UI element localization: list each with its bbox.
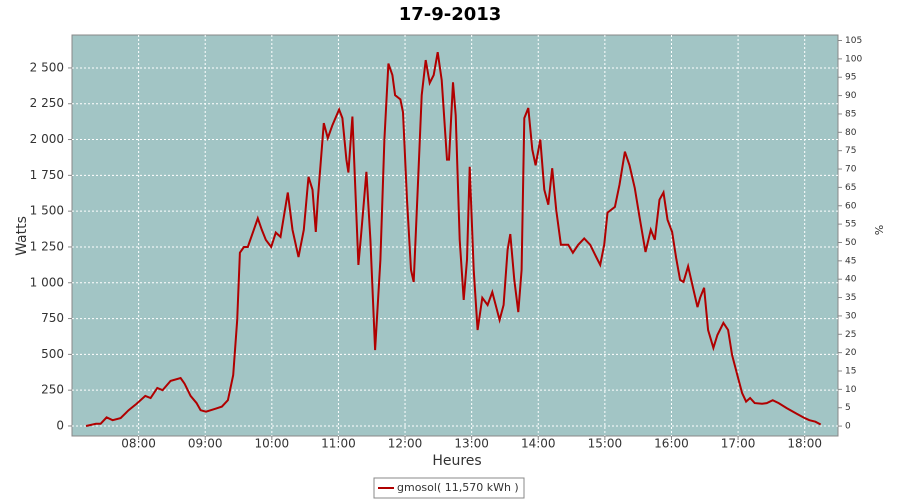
y2-tick-label: 45 [845,256,856,266]
y-tick-label: 1 000 [30,275,64,289]
y2-tick-label: 90 [845,91,857,101]
y-tick-label: 0 [56,418,64,432]
x-tick-label: 14:00 [521,437,556,451]
y2-tick-label: 95 [845,73,856,83]
y2-tick-label: 5 [845,403,851,413]
y2-tick-label: 85 [845,109,856,119]
y2-tick-label: 80 [845,128,857,138]
y-tick-label: 2 250 [30,96,64,110]
y2-tick-label: 35 [845,293,856,303]
y2-tick-label: 30 [845,311,857,321]
x-tick-label: 18:00 [787,437,822,451]
y2-tick-label: 75 [845,146,856,156]
y-tick-label: 2 500 [30,60,64,74]
x-tick-label: 13:00 [454,437,489,451]
y2-tick-label: 10 [845,385,857,395]
x-tick-label: 08:00 [121,437,156,451]
legend-box [373,477,525,499]
x-tick-label: 15:00 [588,437,623,451]
y2-tick-label: 70 [845,165,857,175]
y-tick-label: 250 [41,383,64,397]
x-tick-label: 11:00 [321,437,356,451]
legend-label: gmosol( 11,570 kWh ) [397,481,519,494]
x-tick-label: 10:00 [255,437,290,451]
y2-tick-label: 15 [845,367,856,377]
y2-tick-label: 55 [845,220,856,230]
y2-tick-label: 65 [845,183,856,193]
y-tick-label: 750 [41,311,64,325]
y-axis-label: Watts [14,216,30,256]
y-tick-label: 1 750 [30,168,64,182]
y2-tick-label: 100 [845,54,862,64]
y-tick-label: 1 500 [30,204,64,218]
x-tick-label: 12:00 [388,437,423,451]
y2-tick-label: 20 [845,348,857,358]
x-tick-label: 17:00 [721,437,756,451]
y2-tick-label: 0 [845,422,851,432]
y-tick-label: 2 000 [30,132,64,146]
y2-axis-label: % [873,225,886,235]
x-tick-label: 16:00 [654,437,689,451]
data-line [85,52,822,427]
y2-tick-label: 50 [845,238,857,248]
x-tick-label: 09:00 [188,437,223,451]
y2-tick-label: 60 [845,201,857,211]
y2-tick-label: 105 [845,36,862,46]
y2-tick-label: 40 [845,275,857,285]
x-axis-label: Heures [432,453,481,469]
chart-title: 17-9-2013 [399,4,502,25]
y-tick-label: 1 250 [30,239,64,253]
y2-tick-label: 25 [845,330,856,340]
y-tick-label: 500 [41,347,64,361]
